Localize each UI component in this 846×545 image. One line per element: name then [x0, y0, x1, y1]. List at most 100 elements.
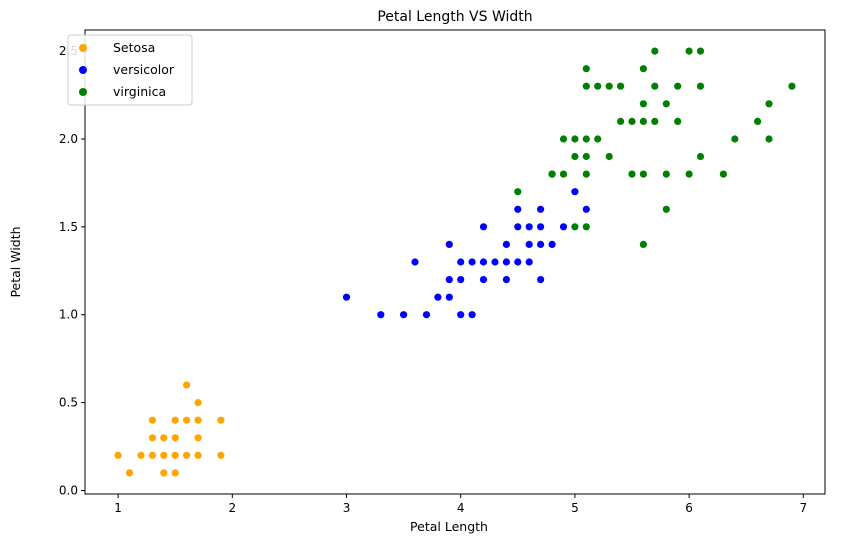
point-virginica-30: [662, 170, 670, 178]
point-versicolor-7: [445, 276, 453, 284]
x-tick-label-6: 7: [799, 501, 807, 515]
x-tick-label-5: 6: [685, 501, 693, 515]
point-setosa-7: [160, 451, 168, 459]
point-setosa-19: [194, 399, 202, 407]
point-setosa-13: [183, 451, 191, 459]
point-setosa-8: [160, 434, 168, 442]
point-virginica-34: [685, 170, 693, 178]
plot-area-frame: [84, 29, 826, 495]
point-virginica-2: [559, 170, 568, 178]
x-axis-label: Petal Length: [410, 519, 488, 534]
point-setosa-5: [148, 416, 156, 424]
y-tick-label-1: 0.5: [59, 396, 78, 410]
legend-marker-setosa: [79, 44, 87, 52]
point-virginica-29: [662, 205, 670, 213]
point-virginica-20: [628, 117, 636, 125]
point-versicolor-12: [468, 311, 476, 319]
point-virginica-27: [651, 82, 659, 90]
point-versicolor-30: [537, 205, 545, 213]
point-setosa-4: [148, 434, 156, 442]
point-versicolor-3: [411, 258, 419, 266]
point-versicolor-18: [502, 276, 510, 284]
point-setosa-0: [114, 451, 122, 459]
point-versicolor-11: [457, 258, 465, 266]
point-virginica-5: [571, 152, 579, 161]
point-setosa-14: [183, 416, 191, 424]
point-virginica-4: [571, 223, 579, 231]
point-versicolor-25: [525, 240, 533, 248]
chart-title: Petal Length VS Width: [377, 9, 532, 25]
point-versicolor-26: [525, 223, 533, 231]
point-virginica-1: [548, 170, 556, 178]
point-setosa-20: [217, 451, 225, 459]
point-virginica-16: [605, 82, 613, 90]
point-versicolor-14: [479, 276, 488, 284]
point-virginica-28: [651, 47, 659, 55]
point-setosa-21: [217, 416, 225, 424]
point-setosa-16: [194, 451, 202, 459]
point-virginica-42: [765, 135, 773, 143]
x-tick-label-1: 2: [228, 501, 236, 515]
legend: Setosa versicolor virginica: [67, 34, 193, 106]
point-virginica-7: [582, 223, 590, 231]
point-virginica-43: [765, 100, 773, 108]
point-virginica-14: [594, 82, 602, 90]
point-versicolor-13: [468, 258, 476, 266]
point-virginica-0: [514, 188, 522, 196]
point-setosa-1: [125, 469, 134, 477]
point-versicolor-9: [457, 311, 465, 319]
point-setosa-10: [171, 451, 179, 459]
legend-label-setosa: Setosa: [113, 40, 155, 55]
point-virginica-35: [685, 47, 693, 55]
point-virginica-40: [731, 135, 739, 143]
point-versicolor-8: [445, 240, 453, 248]
point-virginica-36: [696, 152, 705, 161]
y-axis-ticks: 0.00.51.01.52.02.5: [59, 44, 85, 497]
point-versicolor-27: [537, 276, 545, 284]
point-versicolor-33: [559, 223, 568, 231]
x-tick-label-2: 3: [343, 501, 351, 515]
point-virginica-8: [582, 170, 590, 178]
point-virginica-12: [582, 65, 590, 73]
point-versicolor-4: [422, 311, 431, 319]
legend-label-virginica: virginica: [113, 84, 166, 99]
legend-label-versicolor: versicolor: [113, 62, 175, 77]
point-versicolor-29: [537, 223, 545, 231]
point-virginica-19: [628, 170, 636, 178]
point-virginica-25: [639, 65, 648, 73]
point-versicolor-22: [514, 223, 522, 231]
point-virginica-23: [639, 117, 648, 125]
point-virginica-37: [696, 82, 705, 90]
point-versicolor-6: [445, 293, 453, 301]
legend-marker-virginica: [79, 88, 87, 96]
y-tick-label-2: 1.0: [59, 308, 78, 322]
point-virginica-39: [719, 170, 728, 178]
point-versicolor-0: [342, 293, 351, 301]
y-tick-label-3: 1.5: [59, 220, 78, 234]
x-tick-label-4: 5: [571, 501, 579, 515]
legend-marker-versicolor: [79, 66, 87, 74]
point-versicolor-17: [491, 258, 499, 266]
point-versicolor-20: [502, 240, 510, 248]
point-versicolor-24: [525, 258, 533, 266]
point-versicolor-15: [479, 258, 488, 266]
point-virginica-10: [582, 135, 590, 143]
point-virginica-18: [617, 82, 625, 90]
point-versicolor-28: [537, 240, 545, 248]
point-virginica-33: [674, 82, 682, 90]
point-versicolor-31: [548, 240, 556, 248]
point-setosa-2: [137, 451, 145, 459]
point-setosa-11: [171, 434, 179, 442]
point-virginica-22: [639, 170, 648, 178]
data-points: [114, 47, 796, 477]
legend-box: [67, 34, 193, 106]
point-setosa-9: [171, 469, 179, 477]
point-virginica-6: [571, 135, 579, 143]
point-setosa-15: [183, 381, 191, 389]
point-virginica-44: [788, 82, 796, 90]
x-tick-label-3: 4: [457, 501, 465, 515]
point-versicolor-10: [457, 276, 465, 284]
point-virginica-15: [605, 152, 613, 161]
x-axis-ticks: 1 2 3 4 5 6 7: [114, 494, 807, 515]
